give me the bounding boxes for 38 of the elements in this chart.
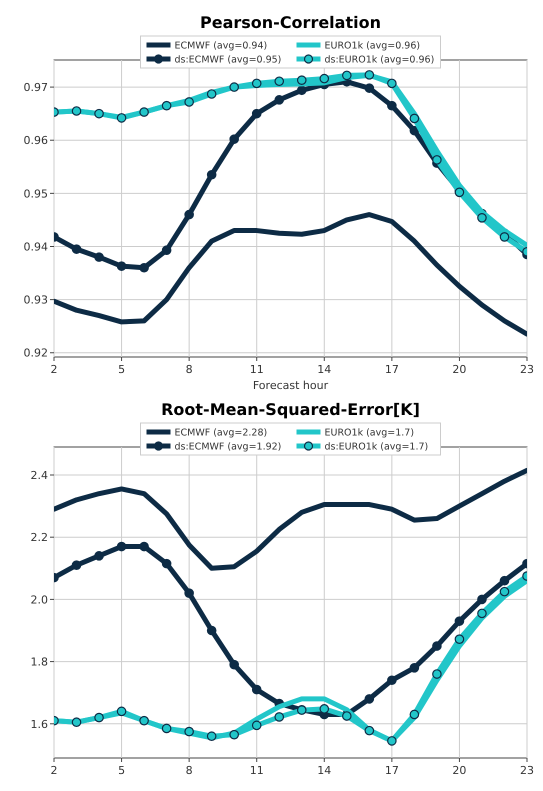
legend-label: ECMWF (avg=2.28) (174, 428, 268, 438)
legend-label: EURO1k (avg=1.7) (324, 428, 414, 438)
y-tick-label: 0.93 (24, 294, 48, 307)
y-tick-label: 0.94 (24, 240, 48, 254)
legend-label: ds:ECMWF (avg=1.92) (174, 442, 282, 452)
x-tick-label: 20 (452, 363, 466, 376)
x-tick-label: 23 (520, 363, 534, 376)
legend-label: ds:EURO1k (avg=1.7) (324, 442, 428, 452)
y-tick-label: 2.0 (30, 593, 48, 606)
y-tick-label: 0.97 (24, 81, 48, 94)
x-tick-label: 14 (317, 363, 332, 376)
chart-title: Pearson-Correlation (200, 13, 381, 32)
legend-label: ECMWF (avg=0.94) (174, 40, 268, 52)
x-axis-title: Forecast hour (252, 379, 329, 392)
x-tick-label: 2 (50, 764, 58, 777)
y-tick-label: 0.92 (24, 346, 48, 360)
y-tick-label: 0.96 (24, 134, 48, 148)
legend-label: ds:ECMWF (avg=0.95) (174, 54, 282, 66)
x-tick-label: 17 (384, 363, 399, 376)
legend-label: EURO1k (avg=0.96) (324, 40, 420, 52)
chart-title: Root-Mean-Squared-Error[K] (161, 400, 420, 419)
y-tick-label: 2.2 (30, 531, 48, 544)
x-tick-label: 14 (317, 764, 332, 777)
x-tick-label: 17 (384, 764, 399, 777)
x-tick-label: 11 (250, 764, 264, 777)
y-tick-label: 0.95 (24, 187, 48, 200)
y-tick-label: 1.6 (30, 718, 48, 731)
x-tick-label: 2 (50, 363, 58, 376)
y-tick-label: 1.8 (30, 656, 48, 669)
x-tick-label: 8 (186, 764, 193, 777)
x-tick-label: 11 (250, 363, 264, 376)
x-tick-label: 5 (118, 363, 126, 376)
x-tick-label: 5 (118, 764, 126, 777)
x-tick-label: 23 (520, 764, 534, 777)
y-tick-label: 2.4 (30, 468, 48, 482)
legend-label: ds:EURO1k (avg=0.96) (324, 54, 434, 66)
x-tick-label: 8 (186, 363, 193, 376)
x-tick-label: 20 (452, 764, 466, 777)
